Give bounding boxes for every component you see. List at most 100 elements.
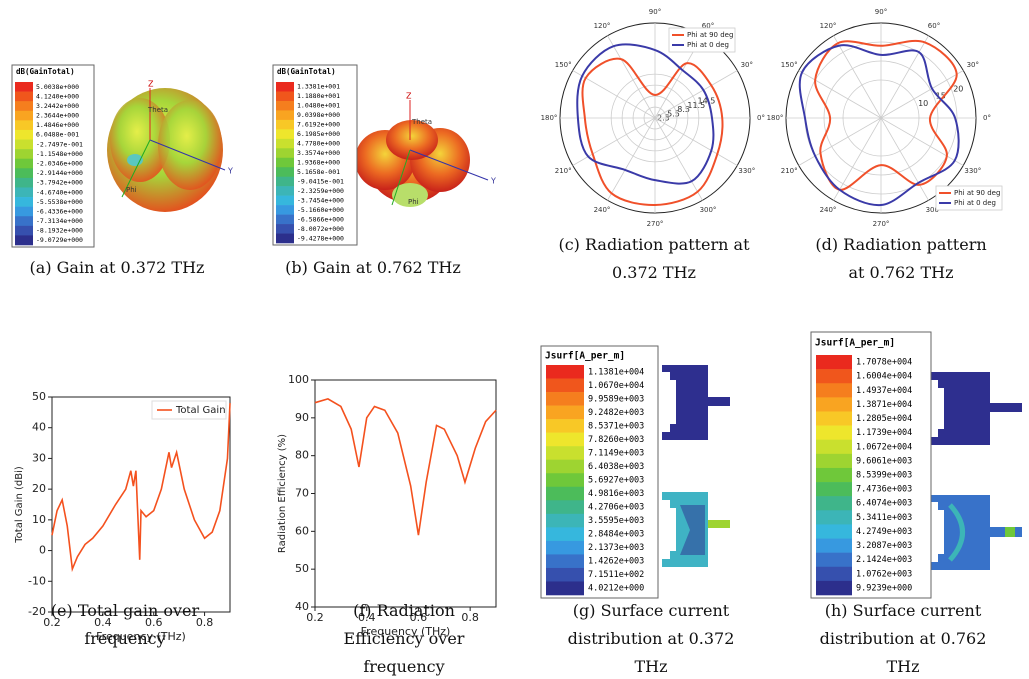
legend-label: 9.0398e+000 [297, 111, 340, 119]
theta-tick-label: 210° [555, 167, 572, 175]
grid-spoke [881, 118, 963, 166]
legend-label: 5.3411e+003 [856, 513, 912, 523]
legend-label: -7.3134e+000 [36, 217, 83, 225]
legend-label: -2.0346e+000 [36, 160, 83, 168]
legend-swatch [276, 205, 294, 215]
legend-swatch [15, 168, 33, 178]
legend-label: 9.9239e+000 [856, 583, 912, 593]
theta-tick-label: 270° [647, 220, 664, 228]
legend-swatch [276, 129, 294, 139]
legend-label: -8.0072e+000 [297, 225, 344, 233]
legend-label: -4.6740e+000 [36, 188, 83, 196]
legend-swatch [276, 177, 294, 187]
legend-label: 5.6927e+003 [588, 476, 644, 486]
legend-label: 4.7780e+000 [297, 140, 340, 148]
theta-tick-label: 120° [594, 22, 611, 30]
legend-label: 5.0038e+000 [36, 83, 79, 91]
legend-swatch [276, 224, 294, 234]
grid-spoke [655, 71, 737, 119]
caption: (e) Total gain over frequency [30, 597, 220, 653]
legend-swatch [15, 159, 33, 169]
legend-swatch [816, 468, 852, 482]
caption: (h) Surface current distribution at 0.76… [807, 597, 999, 679]
legend-swatch [816, 539, 852, 553]
legend-swatch [816, 426, 852, 440]
legend-label: 1.3381e+001 [297, 83, 340, 91]
legend-label: -5.5538e+000 [36, 198, 83, 206]
theta-tick-label: 0° [983, 114, 991, 122]
theta-tick-label: 30° [967, 61, 979, 69]
theta-tick-label: 90° [649, 8, 661, 16]
legend-swatch [276, 101, 294, 111]
legend-label: -6.4336e+000 [36, 207, 83, 215]
legend-label: -5.1660e+000 [297, 206, 344, 214]
legend-swatch [546, 460, 584, 474]
legend-swatch [15, 235, 33, 245]
legend-swatch [15, 187, 33, 197]
legend-swatch [546, 500, 584, 514]
legend-label: -9.0729e+000 [36, 236, 83, 244]
theta-tick-label: 150° [781, 61, 798, 69]
legend-swatch [816, 454, 852, 468]
y-tick-label: 70 [295, 487, 309, 500]
legend-label: Phi at 90 deg [687, 31, 733, 39]
theta-tick-label: 180° [541, 114, 558, 122]
legend-swatch [276, 186, 294, 196]
plot-frame [315, 380, 496, 607]
legend-label: 1.0762e+003 [856, 569, 912, 579]
legend-title: Jsurf[A_per_m] [545, 351, 625, 362]
legend-swatch [15, 111, 33, 121]
legend-label: 1.1381e+004 [588, 367, 644, 377]
legend-label: -2.9144e+000 [36, 169, 83, 177]
caption: (b) Gain at 0.762 THz [268, 254, 478, 282]
grid-spoke [799, 118, 881, 166]
legend-label: 3.2087e+003 [856, 541, 912, 551]
line [315, 399, 496, 535]
axis-label: Phi [126, 186, 137, 194]
caption: (f) Radiation Efficiency over frequency [326, 597, 482, 679]
legend-label: 7.1511e+002 [588, 570, 644, 580]
grid-spoke [834, 118, 882, 200]
theta-tick-label: 240° [820, 206, 837, 214]
axis-label: Z [406, 92, 412, 101]
y-tick-label: 100 [288, 373, 309, 386]
legend-label: 1.0670e+004 [588, 381, 644, 391]
y-tick-label: -10 [28, 574, 46, 587]
legend-label: 9.2482e+003 [588, 408, 644, 418]
axis-label: Z [148, 80, 154, 89]
legend-swatch [15, 149, 33, 159]
axis-label: Theta [147, 106, 168, 114]
legend-title: dB(GainTotal) [277, 67, 336, 76]
legend-swatch [546, 568, 584, 582]
legend-label: -1.1548e+000 [36, 150, 83, 158]
y-tick-label: 40 [32, 421, 46, 434]
grid-spoke [655, 118, 737, 166]
legend-label: 9.6061e+003 [856, 456, 912, 466]
legend-swatch [816, 524, 852, 538]
legend-swatch [276, 139, 294, 149]
y-tick-label: 40 [295, 600, 309, 613]
y-axis-label: Total Gain (dBi) [14, 466, 25, 544]
theta-tick-label: 210° [781, 167, 798, 175]
legend-swatch [816, 355, 852, 369]
legend-label: 8.5399e+003 [856, 471, 912, 481]
legend-label: 3.5595e+003 [588, 516, 644, 526]
legend-swatch [15, 82, 33, 92]
y-tick-label: 80 [295, 449, 309, 462]
legend-label: 4.9816e+003 [588, 489, 644, 499]
legend-swatch [546, 392, 584, 406]
legend-swatch [546, 581, 584, 595]
legend-label: 4.0212e+000 [588, 584, 644, 594]
legend-label: Total Gain [175, 405, 226, 416]
theta-tick-label: 330° [964, 167, 981, 175]
plot-frame [52, 397, 230, 612]
r-tick-label: 20 [953, 84, 963, 93]
line [52, 403, 230, 569]
y-tick-label: 50 [295, 562, 309, 575]
legend-label: 1.0672e+004 [856, 442, 912, 452]
legend-label: Phi at 90 deg [954, 189, 1000, 197]
legend-label: -3.7942e+000 [36, 179, 83, 187]
legend-swatch [276, 120, 294, 130]
theta-tick-label: 270° [873, 220, 890, 228]
legend-label: 3.3574e+000 [297, 149, 340, 157]
